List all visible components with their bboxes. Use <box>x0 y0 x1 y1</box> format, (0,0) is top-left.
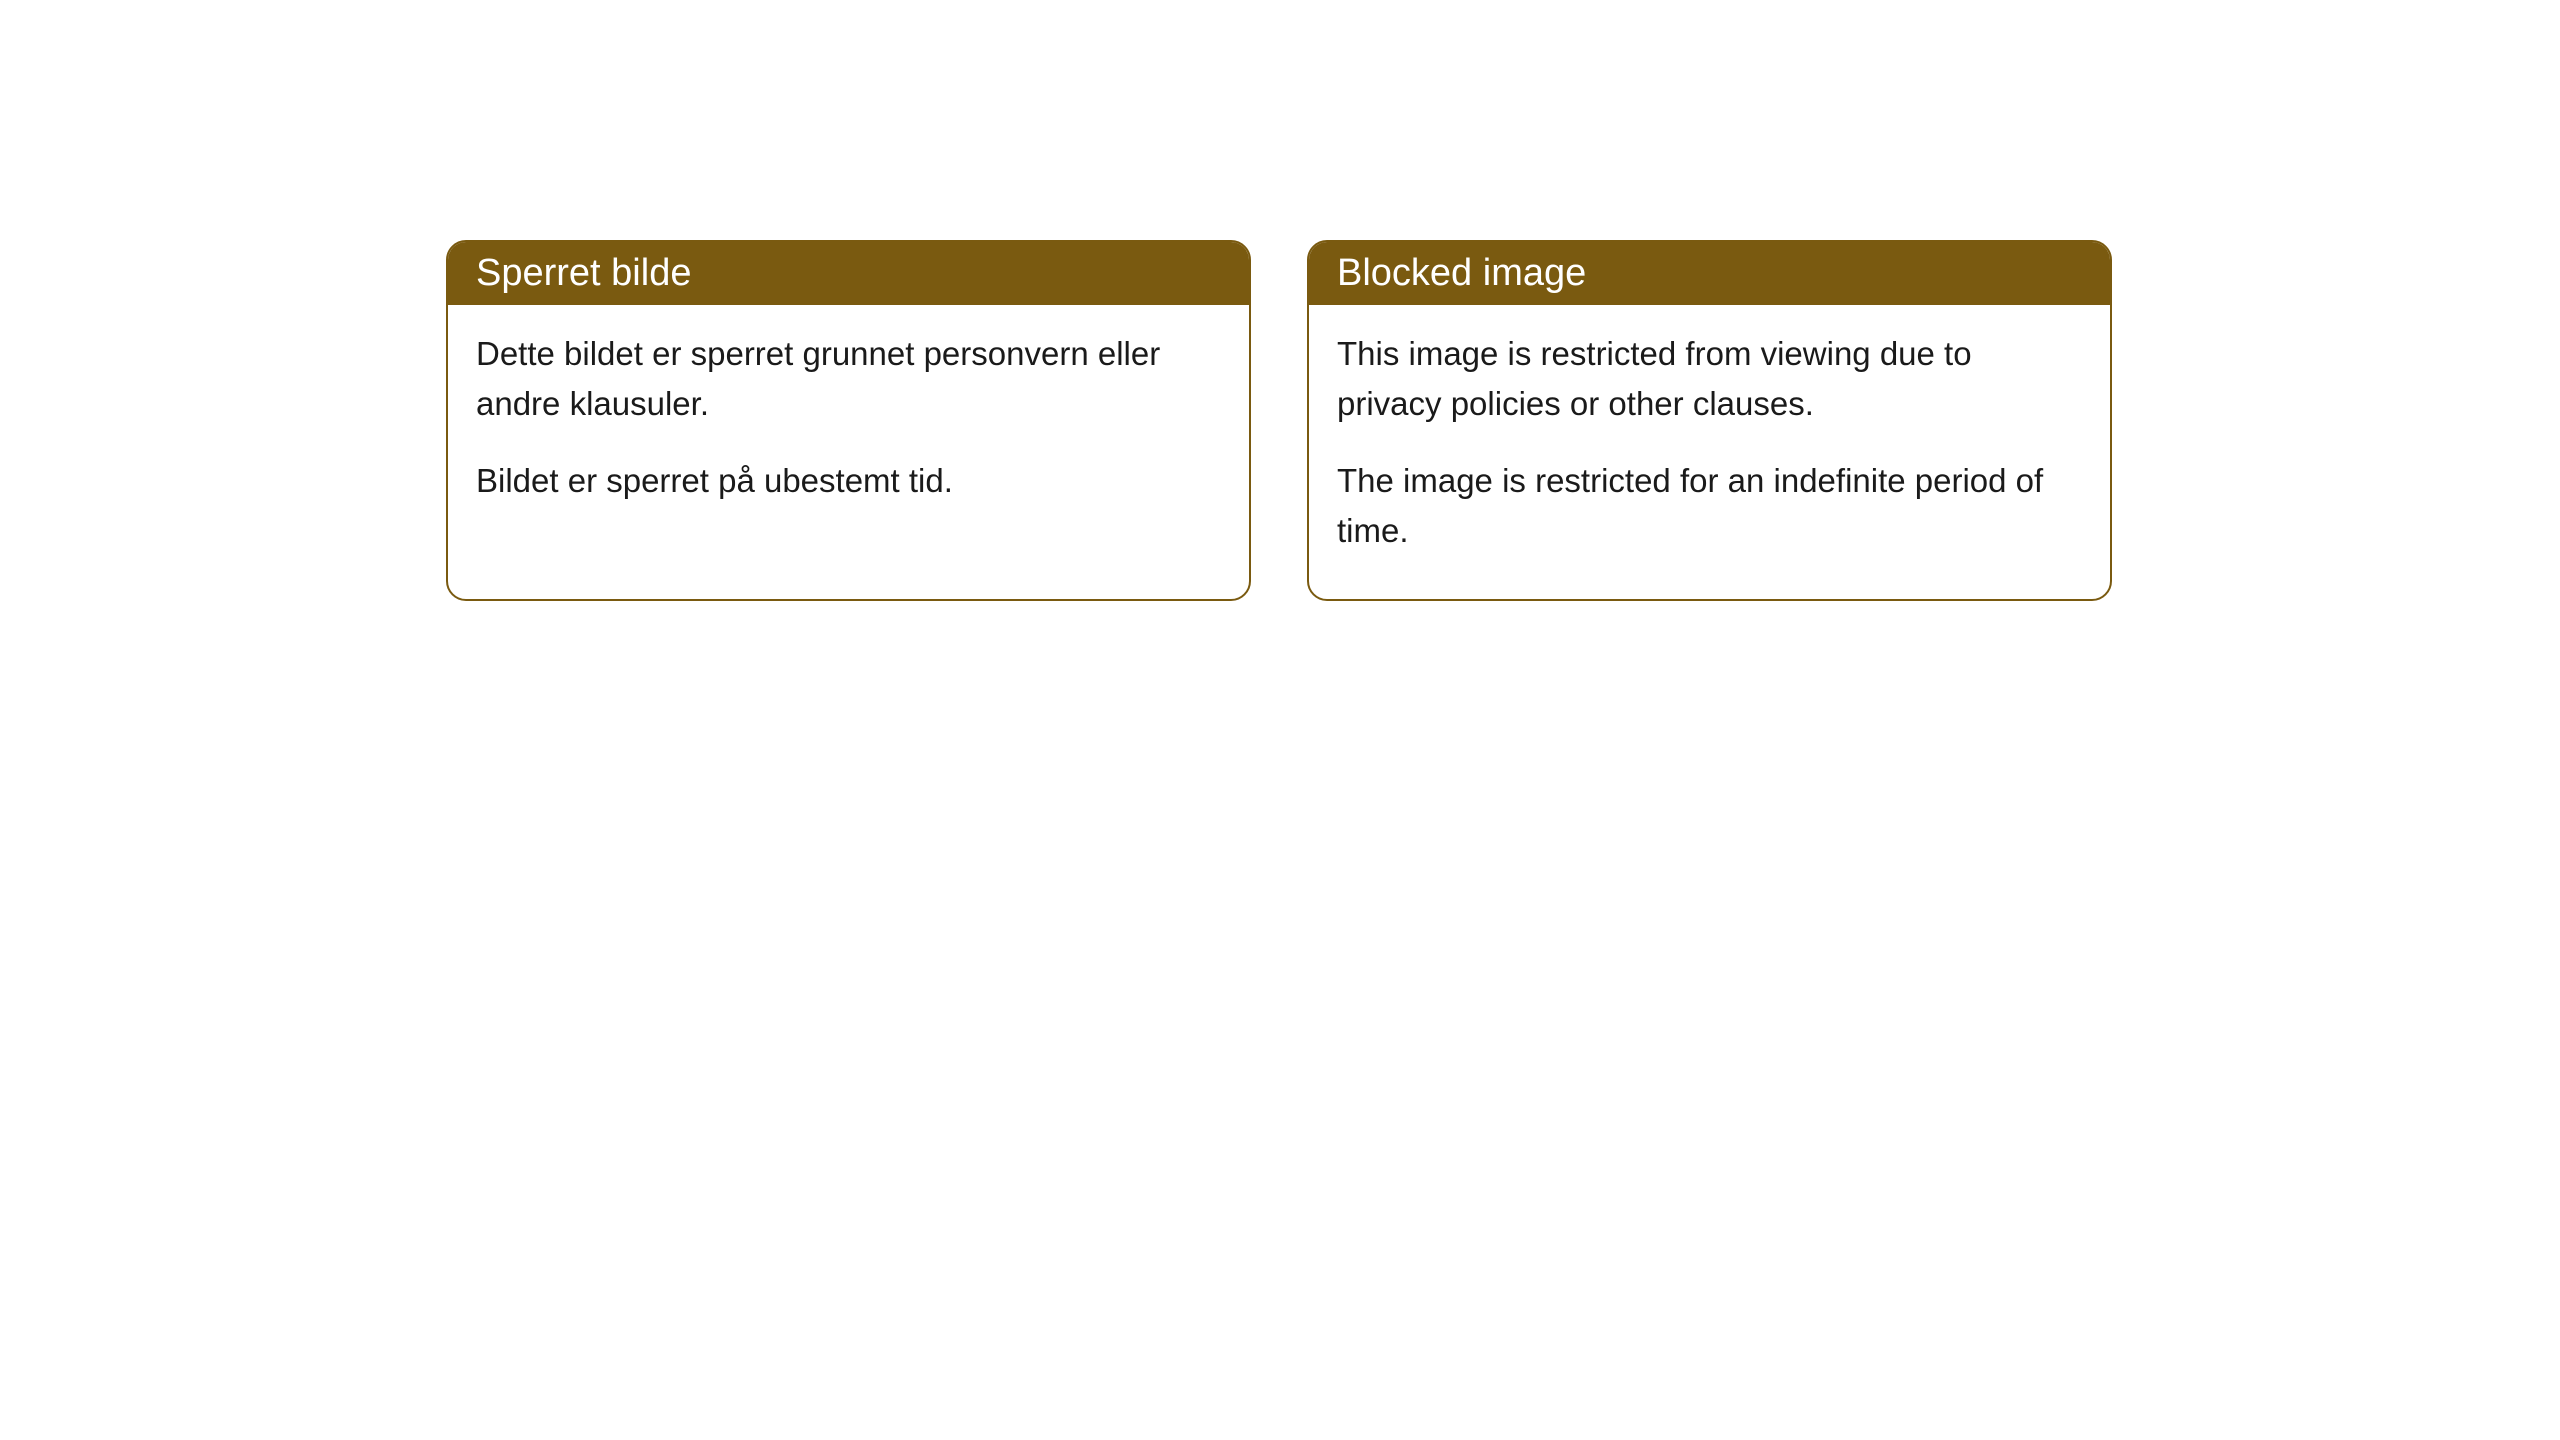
card-title: Blocked image <box>1337 252 1586 294</box>
card-paragraph-1: This image is restricted from viewing du… <box>1337 329 2082 428</box>
cards-container: Sperret bilde Dette bildet er sperret gr… <box>446 240 2112 601</box>
blocked-image-card-norwegian: Sperret bilde Dette bildet er sperret gr… <box>446 240 1251 601</box>
card-title: Sperret bilde <box>476 252 691 294</box>
card-header-norwegian: Sperret bilde <box>448 242 1249 305</box>
card-body-norwegian: Dette bildet er sperret grunnet personve… <box>448 305 1249 550</box>
card-paragraph-2: The image is restricted for an indefinit… <box>1337 456 2082 555</box>
blocked-image-card-english: Blocked image This image is restricted f… <box>1307 240 2112 601</box>
card-body-english: This image is restricted from viewing du… <box>1309 305 2110 599</box>
card-paragraph-2: Bildet er sperret på ubestemt tid. <box>476 456 1221 506</box>
card-paragraph-1: Dette bildet er sperret grunnet personve… <box>476 329 1221 428</box>
card-header-english: Blocked image <box>1309 242 2110 305</box>
